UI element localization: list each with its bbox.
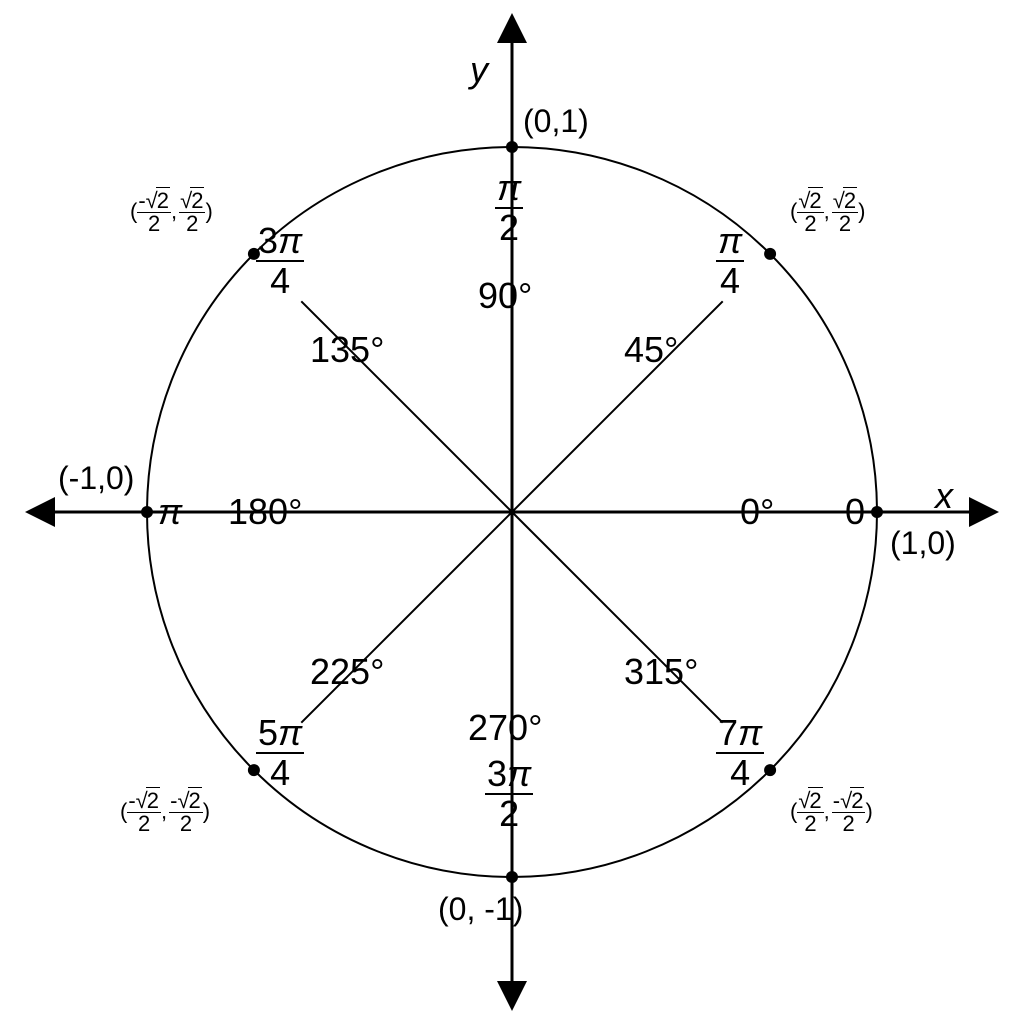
deg-180: 180°: [228, 494, 302, 530]
coord-45: (22,22): [790, 190, 865, 235]
deg-225: 225°: [310, 654, 384, 690]
rad-pi2: π2: [495, 170, 523, 246]
rad-pi4: π4: [716, 223, 744, 299]
x-axis-label: x: [935, 478, 953, 514]
deg-135: 135°: [310, 332, 384, 368]
rad-5pi4: 5π4: [256, 715, 304, 791]
rad-pi: π: [158, 494, 182, 530]
coord-315: (22,-22): [790, 790, 873, 835]
unit-circle-svg: [0, 0, 1024, 1024]
rad-3pi2: 3π2: [485, 756, 533, 832]
coord-0-1: (0,1): [523, 105, 589, 137]
y-axis-label: y: [470, 52, 488, 88]
deg-270: 270°: [468, 710, 542, 746]
deg-90: 90°: [478, 278, 532, 314]
rad-7pi4: 7π4: [716, 715, 764, 791]
coord-135: (-22,22): [130, 190, 213, 235]
deg-315: 315°: [624, 654, 698, 690]
coord-1-0: (1,0): [890, 527, 956, 559]
coord-m1-0: (-1,0): [58, 462, 134, 494]
deg-45: 45°: [624, 332, 678, 368]
rad-0: 0: [845, 494, 865, 530]
rad-3pi4: 3π4: [256, 223, 304, 299]
coord-0-m1: (0, -1): [438, 893, 523, 925]
deg-0: 0°: [740, 494, 774, 530]
coord-225: (-22,-22): [120, 790, 210, 835]
